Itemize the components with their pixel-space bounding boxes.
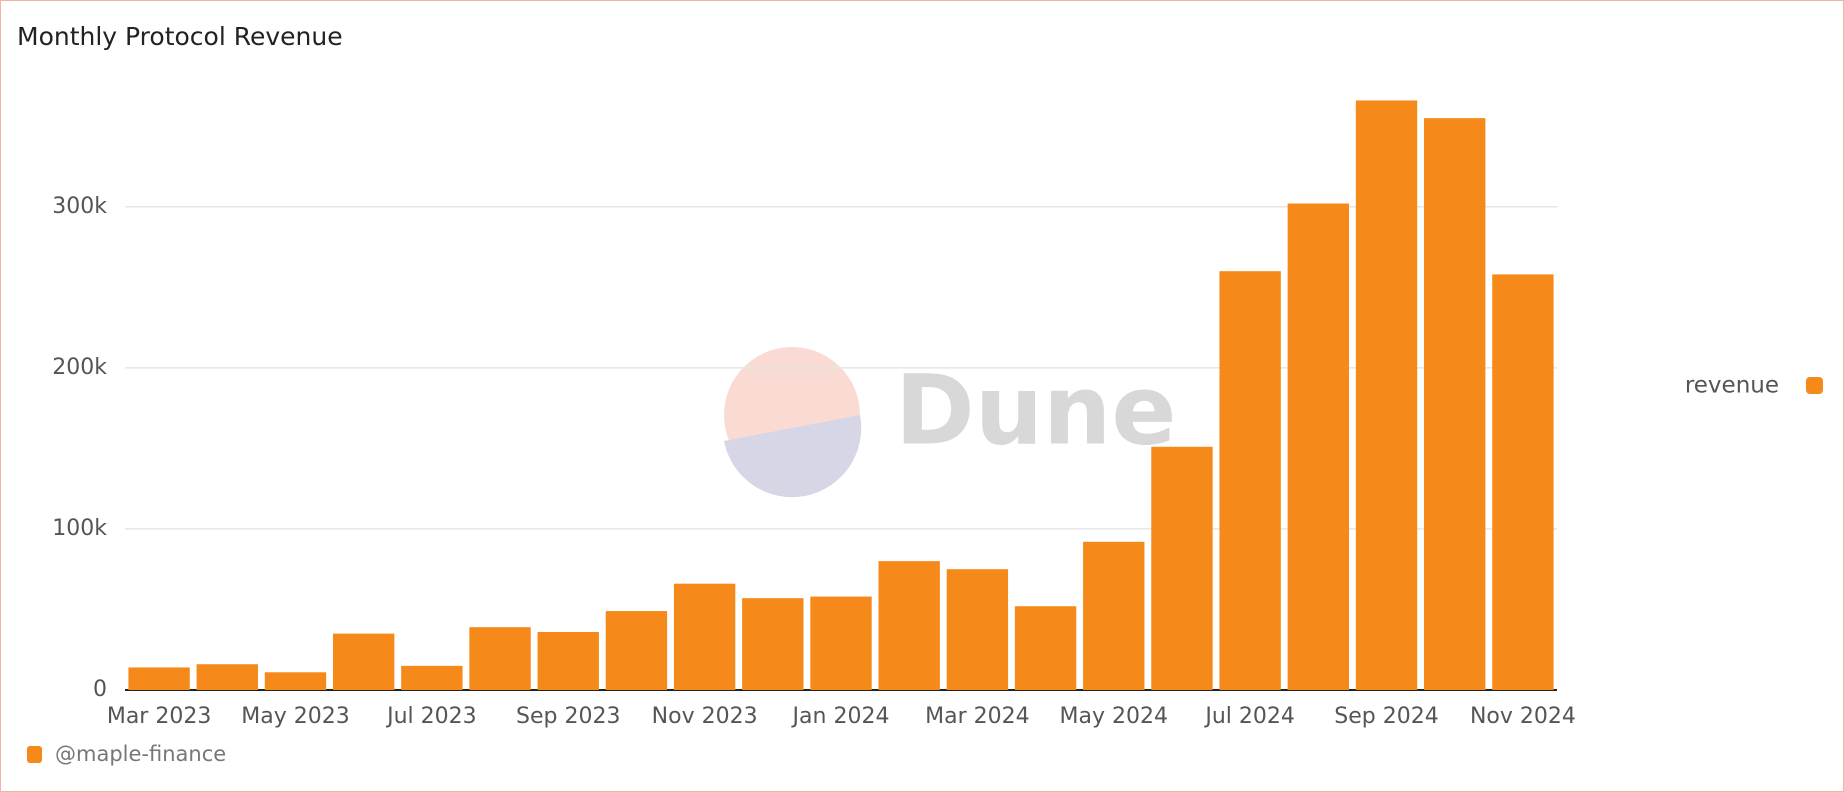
watermark-logo-part — [724, 415, 862, 498]
bar — [196, 664, 258, 690]
source: @maple-finance — [55, 742, 226, 766]
x-tick-label: Nov 2024 — [1470, 704, 1576, 729]
bar — [469, 627, 531, 690]
bar — [1355, 100, 1418, 691]
bar — [1424, 118, 1486, 690]
bar — [878, 561, 940, 690]
x-tick-label: Jan 2024 — [791, 704, 890, 729]
x-tick-label: Mar 2024 — [925, 704, 1030, 729]
bar — [1083, 541, 1145, 690]
x-tick-label: Nov 2023 — [652, 704, 758, 729]
bar — [537, 632, 599, 690]
bar — [605, 611, 668, 690]
source-icon — [27, 746, 42, 763]
y-tick-label: 200k — [52, 355, 107, 380]
bar — [1287, 203, 1350, 690]
legend-label: revenue — [1685, 373, 1779, 399]
x-tick-label: Jul 2023 — [385, 704, 477, 729]
x-tick-label: Jul 2024 — [1203, 704, 1295, 729]
legend-swatch — [1806, 377, 1823, 394]
x-tick-label: Mar 2023 — [107, 704, 212, 729]
watermark: Dune — [895, 354, 1176, 466]
bar — [1492, 274, 1554, 690]
bar — [742, 598, 804, 690]
bar — [946, 569, 1009, 690]
x-tick-label: May 2023 — [241, 704, 349, 729]
bar — [128, 667, 190, 690]
bar — [1151, 446, 1213, 690]
bar — [1014, 606, 1077, 690]
y-tick-label: 100k — [52, 516, 107, 541]
y-tick-label: 300k — [52, 194, 107, 219]
chart-title: Monthly Protocol Revenue — [17, 22, 343, 51]
x-tick-label: Sep 2024 — [1334, 704, 1438, 729]
y-tick-label: 0 — [93, 677, 107, 702]
bar — [673, 583, 736, 690]
bar — [1219, 271, 1281, 690]
x-tick-label: May 2024 — [1060, 704, 1168, 729]
x-tick-label: Sep 2023 — [516, 704, 620, 729]
bar — [401, 665, 463, 690]
watermark-logo — [724, 347, 862, 498]
bar — [264, 672, 327, 690]
bar — [810, 596, 872, 690]
bar — [332, 633, 395, 690]
